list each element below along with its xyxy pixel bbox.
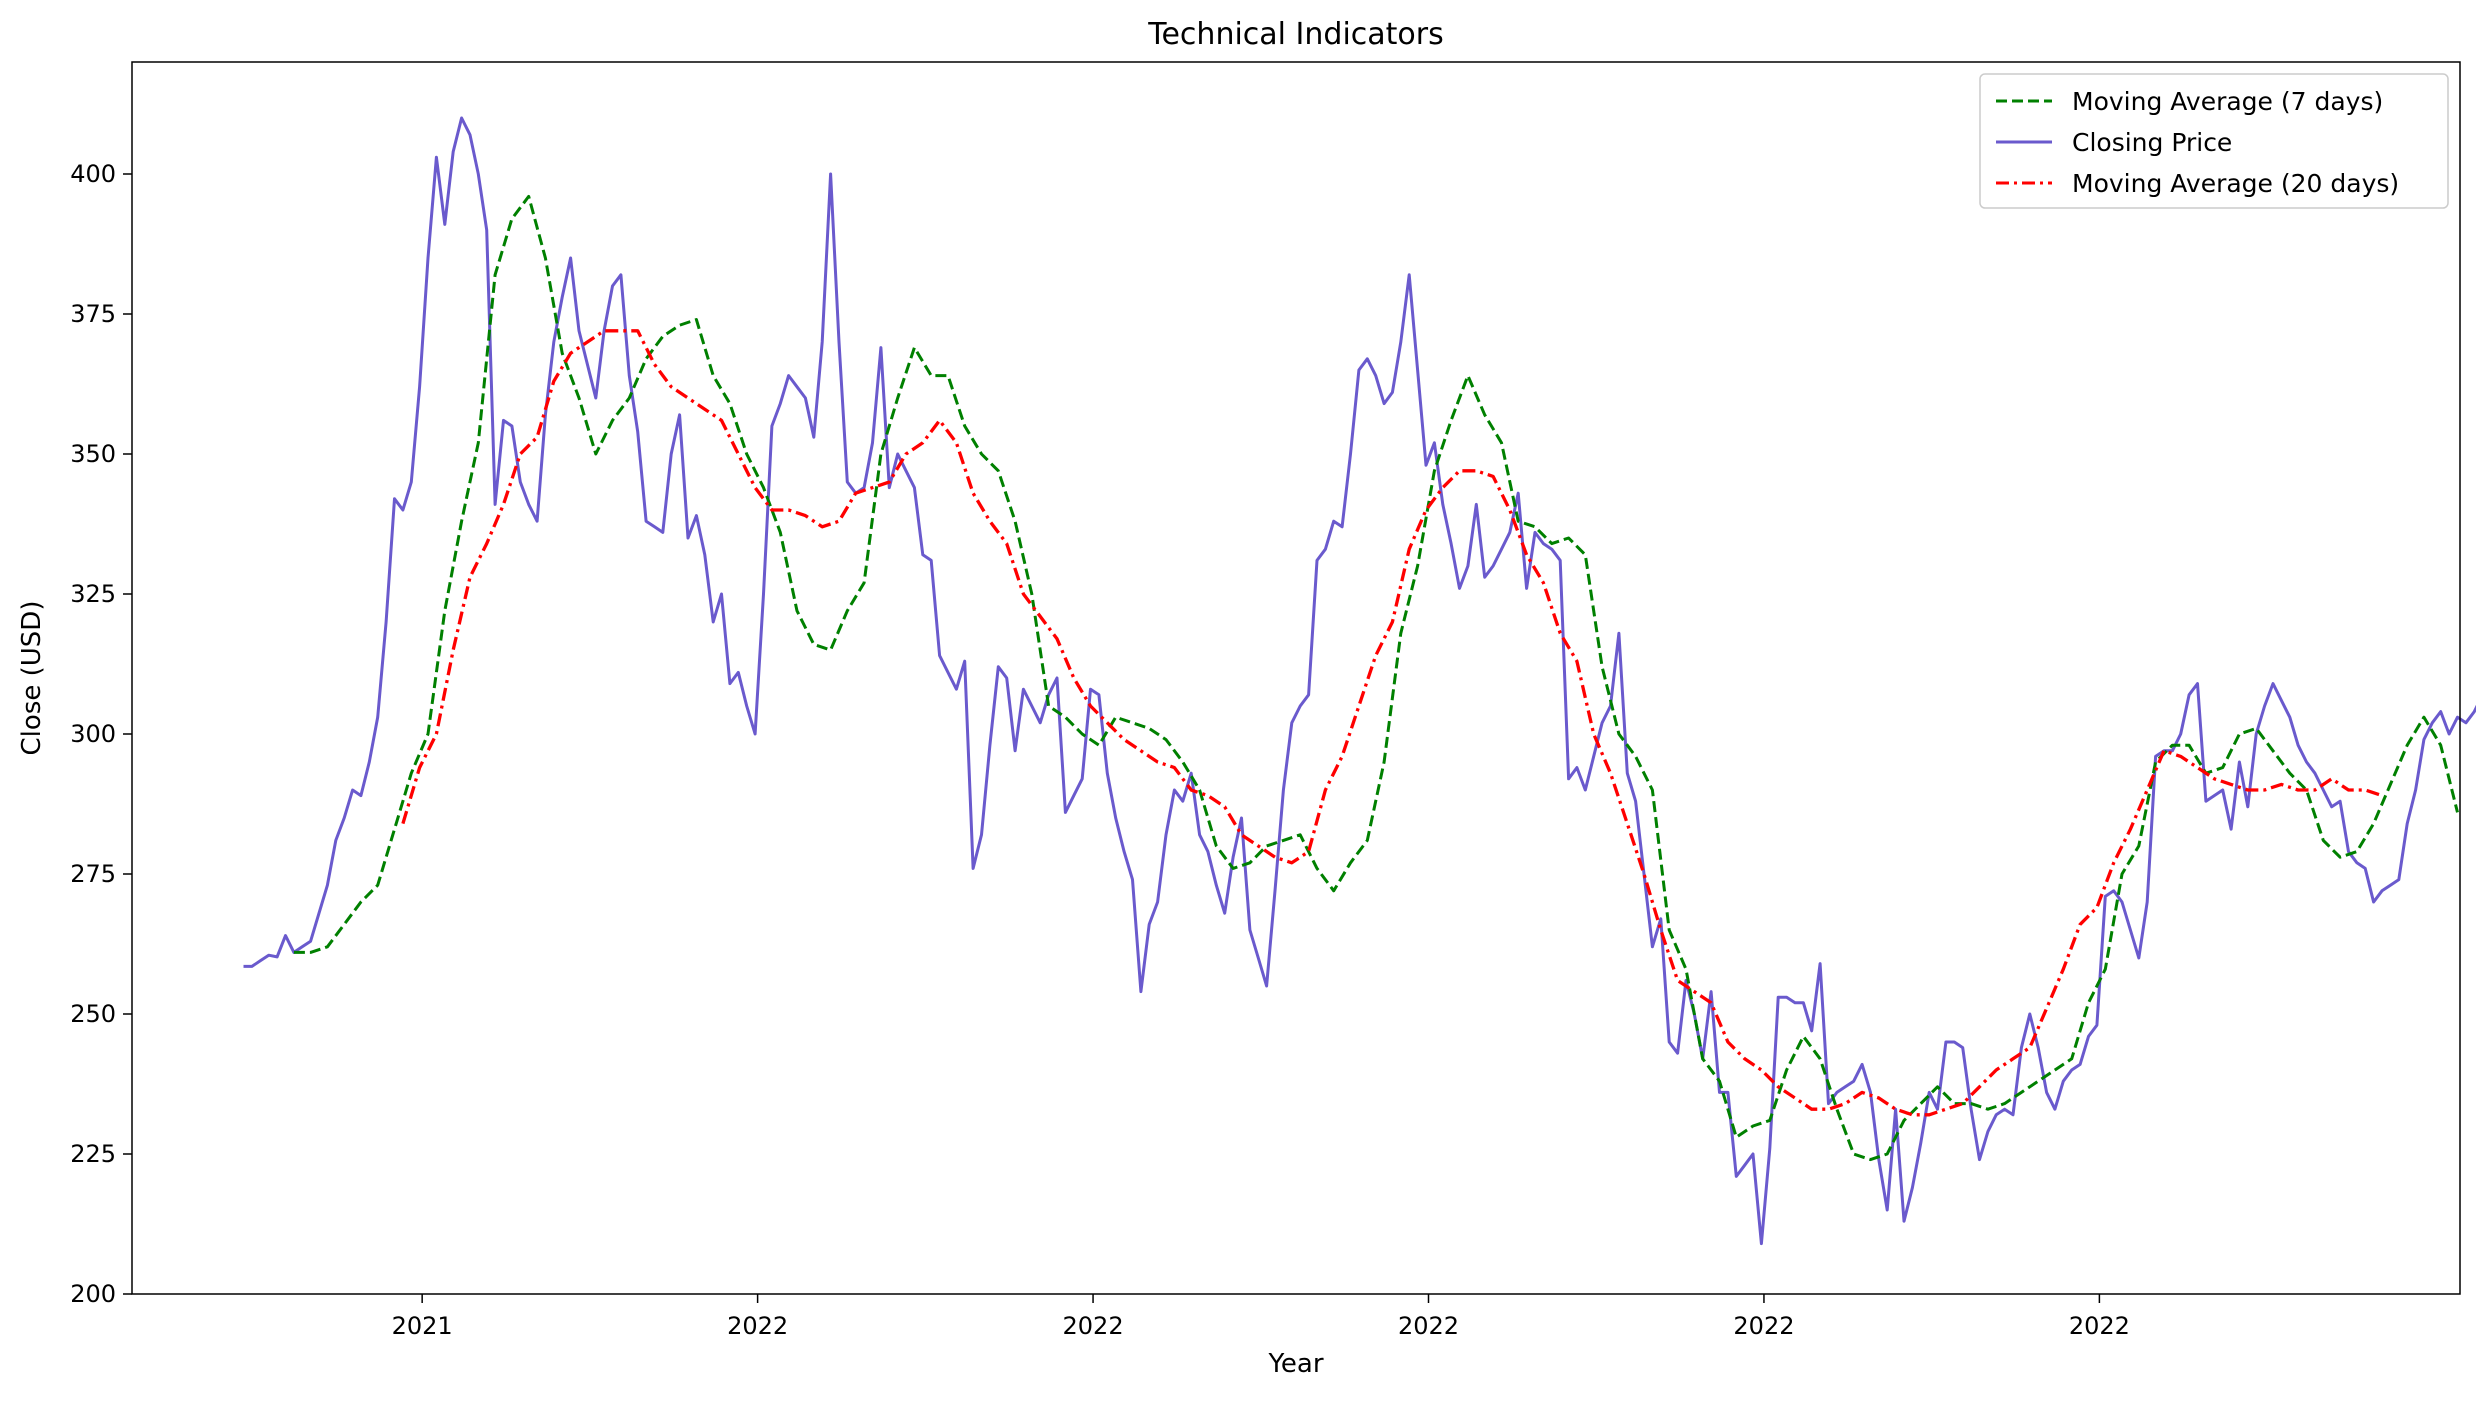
y-tick-label: 200 [70,1280,116,1308]
x-tick-label: 2022 [2069,1312,2130,1340]
x-tick-label: 2021 [392,1312,453,1340]
legend-label-ma20: Moving Average (20 days) [2072,169,2399,198]
y-tick-label: 250 [70,1000,116,1028]
y-tick-label: 225 [70,1140,116,1168]
legend-label-close: Closing Price [2072,128,2232,157]
x-tick-label: 2022 [1398,1312,1459,1340]
series-line-ma20 [401,329,2383,1117]
y-tick-label: 400 [70,160,116,188]
y-tick-label: 325 [70,580,116,608]
series-group [243,116,2476,1246]
y-tick-label: 275 [70,860,116,888]
x-axis-label: Year [1267,1349,1323,1379]
y-tick-label: 350 [70,440,116,468]
y-tick-label: 300 [70,720,116,748]
legend: Moving Average (7 days) Closing Price Mo… [1979,73,2449,209]
series-line-ma7 [293,194,2459,1162]
series-line-close [243,116,2476,1246]
x-tick-label: 2022 [727,1312,788,1340]
x-axis-ticks: 2021 2022 2022 2022 2022 2022 [392,1294,2130,1340]
chart-title: Technical Indicators [1147,17,1444,52]
y-axis-label: Close (USD) [17,601,47,756]
legend-box [1979,73,2449,209]
y-tick-label: 375 [70,300,116,328]
x-tick-label: 2022 [1733,1312,1794,1340]
y-axis-ticks: 200 225 250 275 300 325 350 375 400 [70,160,132,1308]
plot-area-frame [131,61,2461,1295]
x-tick-label: 2022 [1063,1312,1124,1340]
legend-label-ma7: Moving Average (7 days) [2072,87,2383,116]
